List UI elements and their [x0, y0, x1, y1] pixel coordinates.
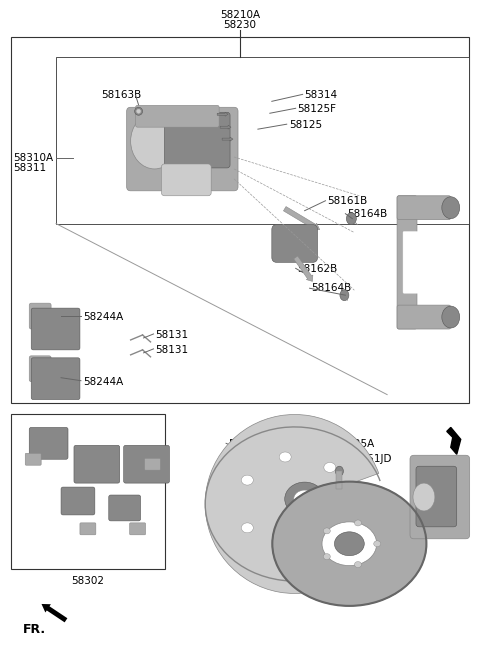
Ellipse shape: [442, 196, 460, 219]
Bar: [12, 415, 166, 568]
FancyArrow shape: [217, 112, 228, 116]
Ellipse shape: [442, 306, 460, 328]
Bar: [336, 471, 342, 489]
FancyBboxPatch shape: [25, 453, 41, 465]
Text: 58314: 58314: [305, 91, 338, 101]
Text: 58131: 58131: [156, 345, 189, 355]
Ellipse shape: [131, 113, 179, 169]
Ellipse shape: [355, 562, 361, 568]
Ellipse shape: [324, 463, 336, 472]
Ellipse shape: [355, 520, 361, 526]
FancyArrow shape: [222, 137, 233, 141]
FancyBboxPatch shape: [109, 495, 141, 521]
Text: 58163B: 58163B: [101, 91, 141, 101]
FancyArrow shape: [41, 604, 67, 622]
FancyBboxPatch shape: [130, 523, 145, 535]
FancyBboxPatch shape: [410, 455, 469, 539]
Text: 58244A: 58244A: [83, 312, 123, 322]
FancyBboxPatch shape: [136, 105, 219, 127]
Ellipse shape: [347, 213, 356, 225]
FancyArrow shape: [220, 125, 231, 129]
FancyBboxPatch shape: [272, 225, 318, 262]
Text: FR.: FR.: [23, 623, 47, 636]
FancyBboxPatch shape: [144, 458, 160, 470]
Text: 58310A: 58310A: [13, 153, 53, 163]
FancyBboxPatch shape: [403, 231, 419, 293]
Text: 58244A: 58244A: [83, 376, 123, 387]
Text: 58302: 58302: [72, 576, 104, 585]
Text: 58164B: 58164B: [348, 209, 388, 219]
Ellipse shape: [322, 522, 377, 566]
Text: 58243A: 58243A: [228, 440, 268, 449]
Ellipse shape: [340, 290, 349, 301]
FancyBboxPatch shape: [161, 164, 211, 196]
FancyBboxPatch shape: [74, 445, 120, 483]
Ellipse shape: [335, 532, 364, 556]
FancyBboxPatch shape: [29, 303, 51, 329]
Ellipse shape: [324, 528, 330, 534]
FancyBboxPatch shape: [416, 466, 457, 527]
FancyBboxPatch shape: [31, 358, 80, 399]
FancyBboxPatch shape: [127, 107, 238, 191]
Ellipse shape: [134, 107, 143, 115]
Text: 58244: 58244: [232, 449, 265, 459]
Ellipse shape: [336, 466, 343, 476]
Ellipse shape: [137, 109, 141, 113]
Text: 58210A: 58210A: [220, 10, 260, 20]
Text: 57725A: 57725A: [335, 440, 375, 449]
Ellipse shape: [288, 547, 300, 556]
FancyBboxPatch shape: [397, 196, 417, 329]
Wedge shape: [205, 415, 379, 593]
FancyBboxPatch shape: [165, 112, 230, 168]
Ellipse shape: [374, 541, 381, 547]
FancyBboxPatch shape: [124, 445, 169, 483]
Text: 58131: 58131: [156, 330, 189, 340]
Bar: [56, 57, 468, 223]
FancyArrow shape: [294, 256, 313, 281]
Text: 58411B: 58411B: [310, 487, 350, 497]
Bar: [12, 37, 468, 403]
Ellipse shape: [413, 483, 435, 511]
Ellipse shape: [285, 482, 324, 516]
Text: 58125: 58125: [288, 120, 322, 130]
FancyBboxPatch shape: [397, 196, 451, 219]
Ellipse shape: [241, 523, 253, 533]
Ellipse shape: [279, 452, 291, 462]
Text: 58161B: 58161B: [327, 196, 368, 206]
FancyBboxPatch shape: [80, 523, 96, 535]
Ellipse shape: [294, 490, 315, 508]
Text: 58164B: 58164B: [312, 283, 352, 293]
FancyBboxPatch shape: [29, 428, 68, 459]
FancyArrow shape: [284, 206, 320, 230]
FancyBboxPatch shape: [31, 308, 80, 350]
FancyBboxPatch shape: [61, 487, 95, 515]
Ellipse shape: [272, 482, 426, 606]
Polygon shape: [447, 428, 461, 454]
Text: 58125F: 58125F: [298, 104, 336, 114]
Ellipse shape: [241, 475, 253, 485]
Text: 58311: 58311: [13, 163, 47, 173]
FancyBboxPatch shape: [397, 305, 451, 329]
FancyBboxPatch shape: [29, 356, 51, 382]
Text: 1351JD: 1351JD: [354, 454, 392, 464]
Text: 58230: 58230: [224, 20, 256, 30]
Text: 58162B: 58162B: [298, 264, 338, 275]
Ellipse shape: [324, 554, 330, 560]
